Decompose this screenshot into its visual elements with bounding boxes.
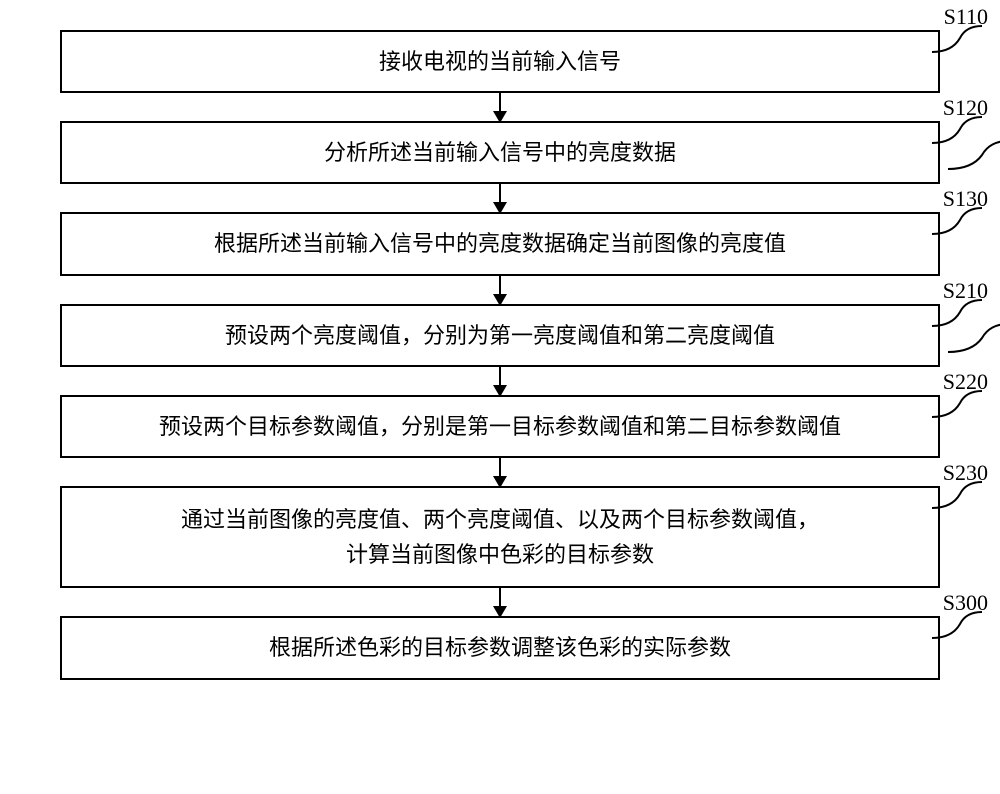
label-s210: S210 [943, 278, 988, 304]
box-s230: 通过当前图像的亮度值、两个亮度阈值、以及两个目标参数阈值， 计算当前图像中色彩的… [60, 486, 940, 588]
step-s120: 分析所述当前输入信号中的亮度数据 S120 S100 [20, 121, 980, 184]
box-s220: 预设两个目标参数阈值，分别是第一目标参数阈值和第二目标参数阈值 [60, 395, 940, 458]
box-text: 预设两个亮度阈值，分别为第一亮度阈值和第二亮度阈值 [225, 323, 775, 348]
box-s110: 接收电视的当前输入信号 [60, 30, 940, 93]
box-text: 接收电视的当前输入信号 [379, 49, 621, 74]
label-s130: S130 [943, 186, 988, 212]
label-s230: S230 [943, 460, 988, 486]
arrow [499, 93, 501, 121]
arrow [499, 184, 501, 212]
box-text: 根据所述色彩的目标参数调整该色彩的实际参数 [269, 635, 731, 660]
arrow [499, 458, 501, 486]
box-text: 根据所述当前输入信号中的亮度数据确定当前图像的亮度值 [214, 231, 786, 256]
arrow [499, 588, 501, 616]
box-s130: 根据所述当前输入信号中的亮度数据确定当前图像的亮度值 [60, 212, 940, 275]
callout-s100 [948, 139, 998, 167]
box-text: 预设两个目标参数阈值，分别是第一目标参数阈值和第二目标参数阈值 [159, 414, 841, 439]
box-s300: 根据所述色彩的目标参数调整该色彩的实际参数 [60, 616, 940, 679]
box-s210: 预设两个亮度阈值，分别为第一亮度阈值和第二亮度阈值 [60, 304, 940, 367]
box-text: 通过当前图像的亮度值、两个亮度阈值、以及两个目标参数阈值， 计算当前图像中色彩的… [181, 507, 819, 567]
arrow [499, 367, 501, 395]
box-text: 分析所述当前输入信号中的亮度数据 [324, 140, 676, 165]
step-s300: 根据所述色彩的目标参数调整该色彩的实际参数 S300 [20, 616, 980, 679]
callout-s200 [948, 322, 998, 350]
flowchart-container: 接收电视的当前输入信号 S110 分析所述当前输入信号中的亮度数据 S120 [20, 30, 980, 680]
step-s230: 通过当前图像的亮度值、两个亮度阈值、以及两个目标参数阈值， 计算当前图像中色彩的… [20, 486, 980, 588]
label-s110: S110 [944, 4, 988, 30]
step-s110: 接收电视的当前输入信号 S110 [20, 30, 980, 93]
step-s220: 预设两个目标参数阈值，分别是第一目标参数阈值和第二目标参数阈值 S220 [20, 395, 980, 458]
arrow [499, 276, 501, 304]
step-s130: 根据所述当前输入信号中的亮度数据确定当前图像的亮度值 S130 [20, 212, 980, 275]
label-s120: S120 [943, 95, 988, 121]
step-s210: 预设两个亮度阈值，分别为第一亮度阈值和第二亮度阈值 S210 S200 [20, 304, 980, 367]
box-s120: 分析所述当前输入信号中的亮度数据 [60, 121, 940, 184]
label-s300: S300 [943, 590, 988, 616]
label-s220: S220 [943, 369, 988, 395]
